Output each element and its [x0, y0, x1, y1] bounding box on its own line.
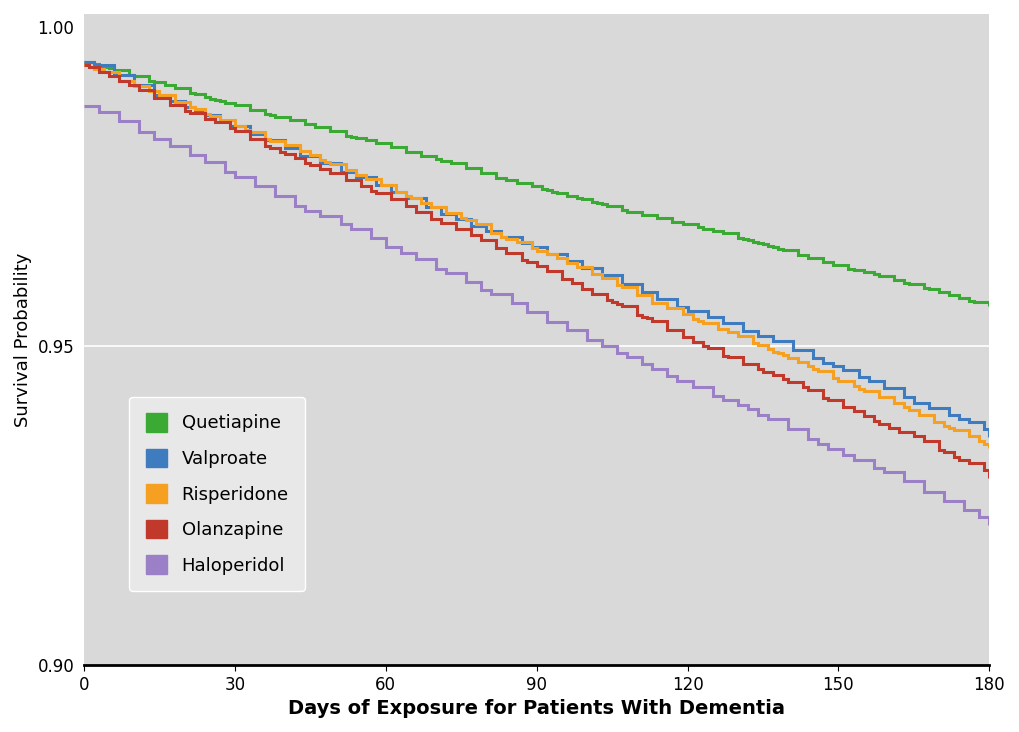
X-axis label: Days of Exposure for Patients With Dementia: Days of Exposure for Patients With Demen… [288, 699, 786, 718]
Y-axis label: Survival Probability: Survival Probability [14, 253, 32, 427]
Legend: Quetiapine, Valproate, Risperidone, Olanzapine, Haloperidol: Quetiapine, Valproate, Risperidone, Olan… [129, 397, 305, 591]
